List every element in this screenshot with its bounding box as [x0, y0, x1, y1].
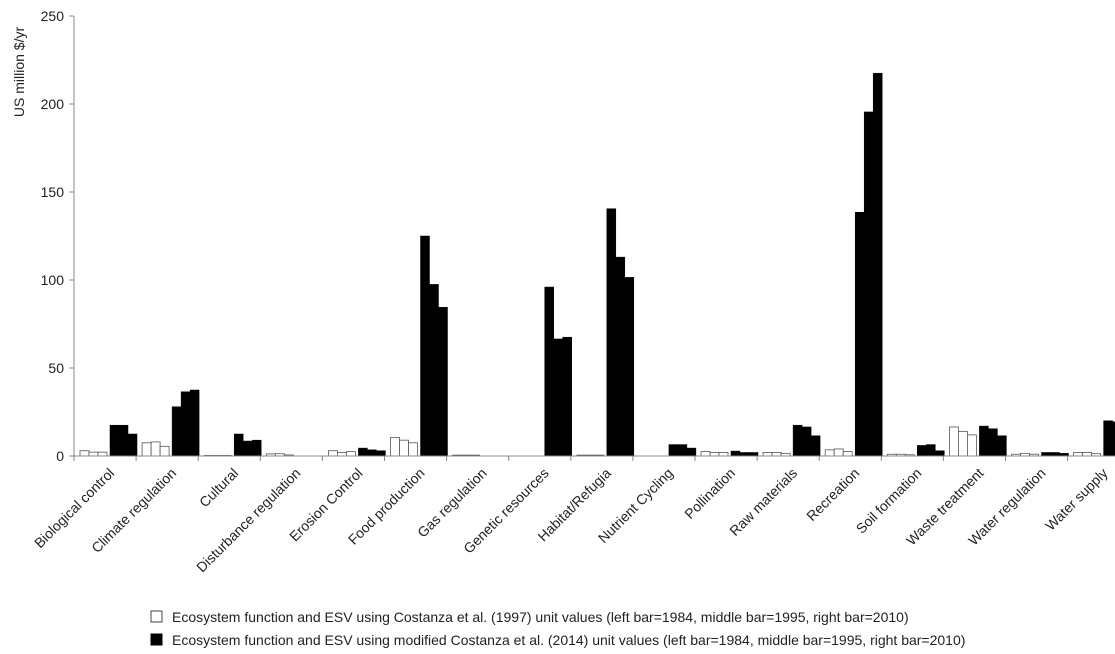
- y-tick-label: 0: [56, 448, 64, 464]
- bar: [336, 452, 347, 457]
- category-label: Pollination: [681, 465, 738, 522]
- bar: [854, 211, 865, 457]
- bar: [1112, 421, 1115, 457]
- y-tick-label: 200: [41, 96, 65, 112]
- bar: [709, 452, 720, 457]
- bar: [141, 442, 152, 457]
- y-axis-title: US million $/yr: [11, 27, 27, 118]
- bar: [189, 389, 200, 457]
- legend-swatch: [150, 633, 163, 646]
- bar: [988, 428, 998, 457]
- bar: [233, 433, 244, 457]
- legend-entry: Ecosystem function and ESV using Costanz…: [172, 609, 909, 625]
- bar: [792, 424, 803, 457]
- bar: [730, 450, 741, 457]
- category-label: Disturbance regulation: [193, 465, 303, 575]
- bar: [762, 452, 773, 457]
- bar: [150, 441, 161, 457]
- bar: [345, 451, 356, 457]
- bar: [824, 449, 835, 457]
- bar: [997, 435, 1007, 457]
- legend-swatch: [150, 610, 163, 623]
- x-axis: [73, 455, 1115, 461]
- category-label: Cultural: [196, 465, 241, 510]
- y-tick-label: 100: [41, 272, 65, 288]
- bar: [979, 425, 989, 457]
- bar: [668, 444, 679, 457]
- y-tick-label: 150: [41, 184, 65, 200]
- bar: [606, 208, 617, 457]
- legend: Ecosystem function and ESV using Costanz…: [150, 609, 965, 648]
- bar: [1082, 452, 1092, 457]
- bar: [917, 445, 927, 457]
- bar: [1041, 452, 1051, 457]
- bars: [79, 72, 1115, 457]
- bar: [677, 444, 688, 457]
- bar: [159, 445, 170, 457]
- bar: [562, 336, 572, 457]
- legend-entry: Ecosystem function and ESV using modifie…: [172, 632, 965, 648]
- bar: [810, 435, 821, 457]
- bar: [544, 286, 554, 457]
- bar: [376, 450, 386, 457]
- bar: [958, 430, 968, 457]
- bar: [624, 277, 635, 457]
- bar: [1073, 452, 1083, 457]
- bar: [872, 72, 883, 457]
- bar: [408, 442, 418, 457]
- bar: [118, 424, 129, 457]
- bar: [935, 450, 945, 457]
- bar: [553, 338, 563, 457]
- bar: [801, 426, 812, 457]
- bar: [390, 437, 400, 457]
- bar: [926, 444, 936, 457]
- bar: [97, 451, 108, 457]
- bar: [842, 451, 853, 457]
- y-tick-label: 50: [48, 360, 64, 376]
- bar: [700, 451, 711, 457]
- bar: [420, 235, 430, 457]
- bar: [863, 111, 874, 457]
- bar: [718, 452, 729, 457]
- bar: [739, 452, 750, 457]
- bar: [79, 450, 90, 457]
- bar: [109, 424, 120, 457]
- bar: [327, 450, 338, 457]
- bar: [171, 406, 182, 457]
- bar: [367, 449, 377, 457]
- bar: [771, 452, 782, 457]
- bar: [686, 447, 697, 457]
- bar: [748, 452, 759, 457]
- bar: [615, 256, 626, 457]
- bar: [833, 448, 844, 457]
- bar: [180, 391, 191, 457]
- bar: [358, 447, 368, 457]
- bar: [429, 284, 439, 457]
- category-label: Water supply: [1042, 465, 1111, 534]
- y-axis-ticks: 0 50 100 150 200 250: [41, 8, 74, 464]
- bar: [251, 439, 262, 457]
- bar: [1050, 452, 1060, 457]
- bar: [127, 433, 138, 457]
- bar: [967, 434, 977, 457]
- y-tick-label: 250: [41, 8, 65, 24]
- bar: [949, 426, 959, 457]
- bar: [88, 451, 99, 457]
- bar: [438, 307, 448, 457]
- bar: [242, 440, 253, 457]
- bar: [1103, 420, 1113, 457]
- bar: [399, 439, 409, 457]
- category-label: Recreation: [803, 465, 862, 524]
